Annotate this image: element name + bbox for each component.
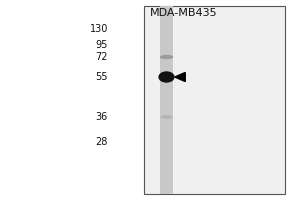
Text: 28: 28	[96, 137, 108, 147]
Bar	[160, 6, 173, 194]
Text: 72: 72	[95, 52, 108, 62]
Ellipse shape	[161, 116, 172, 118]
Ellipse shape	[160, 55, 172, 58]
Ellipse shape	[159, 72, 174, 82]
Text: 36: 36	[96, 112, 108, 122]
Text: 95: 95	[96, 40, 108, 50]
Polygon shape	[175, 72, 185, 82]
Text: 55: 55	[95, 72, 108, 82]
Bar	[144, 6, 285, 194]
Text: MDA-MB435: MDA-MB435	[150, 8, 218, 18]
Text: 130: 130	[90, 24, 108, 34]
